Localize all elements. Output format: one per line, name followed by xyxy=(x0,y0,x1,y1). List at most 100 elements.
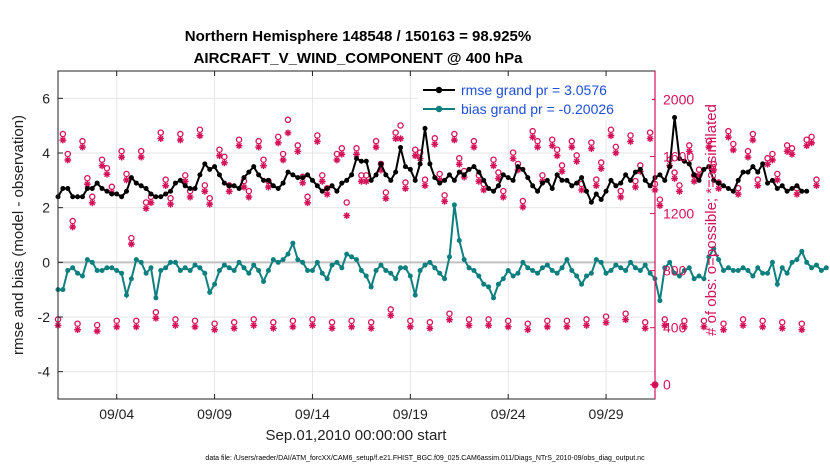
y-right-tick-label: 1600 xyxy=(663,149,694,165)
obs-assimilated-point xyxy=(793,190,801,198)
obs-assimilated-point xyxy=(734,190,742,198)
obs-assimilated-point xyxy=(431,140,439,148)
obs-assimilated-point xyxy=(764,160,771,168)
rmse-point xyxy=(148,191,154,197)
rmse-point xyxy=(168,188,174,194)
bias-point xyxy=(750,273,756,279)
obs-possible-point xyxy=(519,197,527,205)
obs-assimilated-point xyxy=(103,170,111,178)
rmse-point xyxy=(765,180,771,186)
obs-assimilated-point xyxy=(313,138,321,145)
bias-point xyxy=(314,259,320,265)
rmse-point xyxy=(373,172,379,178)
rmse-point xyxy=(358,158,364,164)
obs-possible-point xyxy=(377,160,385,168)
obs-assimilated-point xyxy=(172,322,179,329)
bias-point xyxy=(809,265,815,271)
obs-assimilated-point xyxy=(553,152,561,160)
obs-assimilated-point xyxy=(348,323,356,331)
bias-point xyxy=(535,270,541,276)
bias-point xyxy=(549,268,555,274)
bias-point xyxy=(647,270,653,276)
obs-possible-point xyxy=(612,143,620,151)
y-left-tick-label: 4 xyxy=(42,145,50,161)
rmse-point xyxy=(300,175,306,181)
bias-point xyxy=(701,276,707,282)
rmse-point xyxy=(515,164,521,170)
bias-point xyxy=(476,273,482,279)
bias-point xyxy=(192,262,198,268)
bias-point xyxy=(813,262,819,268)
bias-point xyxy=(261,278,267,284)
obs-assimilated-point xyxy=(627,138,634,145)
obs-possible-point xyxy=(441,192,448,199)
obs-assimilated-point xyxy=(79,143,86,151)
obs-possible-point xyxy=(710,160,717,168)
bias-series xyxy=(55,202,829,304)
bias-point xyxy=(275,259,281,265)
bias-point xyxy=(128,276,134,282)
obs-possible-point xyxy=(216,146,223,153)
bias-point xyxy=(481,281,487,287)
obs-assimilated-point xyxy=(769,156,776,164)
rmse-point xyxy=(207,166,213,172)
bias-point xyxy=(686,265,692,271)
obs-possible-point xyxy=(553,146,561,153)
bias-point xyxy=(637,268,643,274)
obs-assimilated-point xyxy=(465,322,473,329)
obs-possible-point xyxy=(89,193,96,201)
rmse-point xyxy=(79,194,85,200)
obs-possible-point xyxy=(382,189,390,196)
bias-point xyxy=(319,270,325,276)
rmse-point xyxy=(363,158,369,164)
x-tick-label: 09/09 xyxy=(197,406,232,422)
obs-assimilated-point xyxy=(137,153,145,161)
bias-point xyxy=(569,268,575,274)
obs-assimilated-point xyxy=(578,186,585,194)
bias-point xyxy=(334,259,340,265)
rmse-point xyxy=(402,164,408,170)
obs-assimilated-point xyxy=(235,142,243,150)
rmse-point xyxy=(163,191,169,197)
rmse-point xyxy=(344,177,350,183)
obs-possible-point xyxy=(759,317,766,325)
obs-possible-point xyxy=(573,152,580,159)
obs-assimilated-point xyxy=(230,324,238,332)
obs-assimilated-point xyxy=(328,324,336,332)
bias-point xyxy=(280,257,286,263)
rmse-line xyxy=(57,117,807,205)
obs-assimilated-point xyxy=(514,166,522,174)
rmse-point xyxy=(290,172,296,178)
bias-point xyxy=(158,268,164,274)
bias-point xyxy=(574,273,580,279)
obs-possible-point xyxy=(754,176,762,183)
bias-point xyxy=(393,276,399,282)
obs-assimilated-series xyxy=(54,129,820,335)
obs-assimilated-point xyxy=(333,156,341,164)
obs-assimilated-point xyxy=(685,148,693,155)
bias-point xyxy=(500,276,506,282)
obs-possible-point xyxy=(411,146,419,153)
bias-point xyxy=(559,265,565,271)
rmse-point xyxy=(241,175,247,181)
bias-point xyxy=(442,276,448,282)
obs-possible-point xyxy=(397,122,404,129)
rmse-point xyxy=(745,169,751,175)
bias-point xyxy=(544,262,550,268)
bias-point xyxy=(324,276,330,282)
rmse-point xyxy=(339,180,345,186)
obs-assimilated-point xyxy=(196,132,204,140)
rmse-point xyxy=(280,180,286,186)
obs-assimilated-point xyxy=(622,316,630,324)
bias-point xyxy=(79,273,85,279)
obs-assimilated-point xyxy=(304,199,311,207)
obs-assimilated-point xyxy=(715,185,723,192)
obs-assimilated-point xyxy=(142,205,150,212)
rmse-point xyxy=(696,177,702,183)
bias-point xyxy=(75,270,81,276)
obs-assimilated-point xyxy=(695,172,703,180)
obs-assimilated-point xyxy=(88,199,96,207)
bias-point xyxy=(716,257,722,263)
obs-assimilated-point xyxy=(318,177,326,185)
rmse-point xyxy=(133,180,139,186)
